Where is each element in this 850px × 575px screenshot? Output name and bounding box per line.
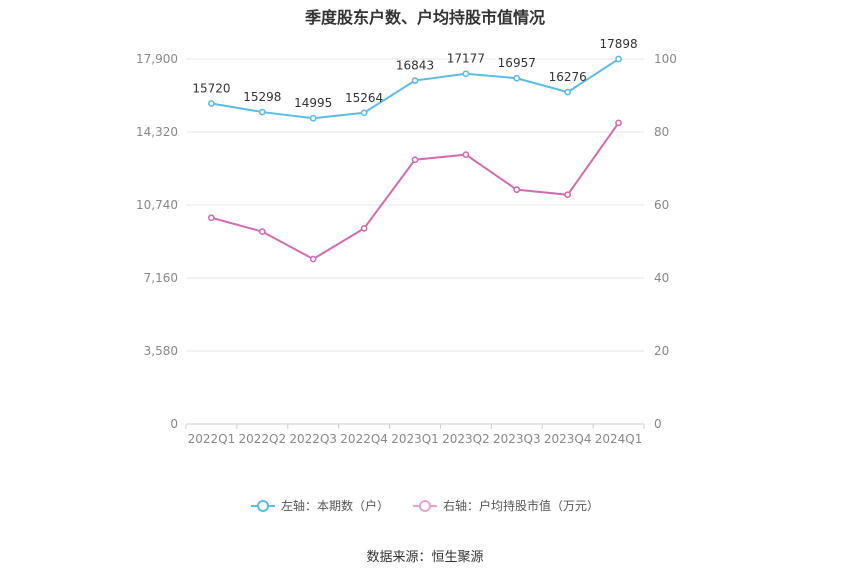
- left-series-point: [411, 77, 419, 84]
- x-tick-label: 2023Q3: [493, 432, 541, 446]
- left-series-point: [309, 114, 317, 122]
- x-tick-label: 2022Q3: [289, 432, 337, 446]
- legend-right-marker-icon: [413, 499, 437, 512]
- left-series-point: [564, 88, 572, 96]
- right-tick-label: 40: [654, 271, 669, 285]
- data-label: 14995: [294, 96, 332, 110]
- legend-left-label: 左轴：本期数（户）: [280, 499, 389, 513]
- legend-left-marker-icon: [250, 499, 275, 512]
- legend-item-right-series[interactable]: 右轴：户均持股市值（万元）: [413, 497, 599, 514]
- left-tick-label: 17,900: [136, 52, 178, 66]
- left-series-point: [462, 70, 470, 78]
- left-series-point: [615, 55, 622, 63]
- left-tick-label: 7,160: [144, 271, 178, 285]
- right-series-line: [211, 122, 620, 261]
- right-series-point: [309, 255, 317, 263]
- x-tick-label: 2023Q2: [442, 432, 490, 446]
- legend-right-label: 右轴：户均持股市值（万元）: [443, 499, 600, 513]
- right-tick-label: 0: [654, 417, 662, 431]
- left-series-point: [258, 108, 266, 116]
- right-series-point: [564, 191, 572, 199]
- data-label: 16957: [498, 56, 536, 70]
- left-tick-label: 10,740: [136, 198, 178, 212]
- right-series-point: [615, 119, 622, 127]
- left-tick-label: 0: [170, 417, 178, 431]
- left-series-point: [208, 100, 215, 107]
- x-tick-label: 2022Q1: [188, 432, 236, 446]
- right-series-point: [411, 156, 419, 164]
- chart-title: 季度股东户数、户均持股市值情况: [304, 8, 545, 27]
- right-series-point: [360, 224, 368, 232]
- x-tick-label: 2023Q4: [544, 432, 592, 446]
- left-tick-label: 14,320: [136, 125, 178, 139]
- data-label: 17898: [599, 37, 637, 51]
- right-tick-label: 20: [654, 344, 669, 358]
- right-series-point: [258, 228, 266, 236]
- data-label: 16276: [549, 70, 587, 84]
- left-tick-label: 3,580: [144, 344, 178, 358]
- data-label: 15264: [345, 91, 383, 105]
- right-tick-label: 100: [654, 52, 677, 66]
- right-series-point: [462, 151, 470, 159]
- legend: 左轴：本期数（户） 右轴：户均持股市值（万元）: [0, 497, 850, 514]
- data-label: 15720: [192, 81, 230, 95]
- data-label: 17177: [447, 52, 485, 66]
- left-series-point: [513, 74, 521, 82]
- x-tick-label: 2024Q1: [595, 432, 643, 446]
- right-tick-label: 80: [654, 125, 669, 139]
- x-tick-label: 2022Q2: [239, 432, 287, 446]
- source-note: 数据来源：恒生聚源: [366, 550, 484, 565]
- data-label: 16843: [396, 59, 434, 73]
- legend-item-left-series[interactable]: 左轴：本期数（户）: [250, 497, 389, 514]
- left-series-point: [360, 109, 368, 117]
- x-tick-label: 2022Q4: [340, 432, 388, 446]
- right-series-point: [208, 214, 215, 222]
- data-label: 15298: [243, 90, 281, 104]
- right-series-point: [513, 186, 521, 194]
- x-tick-label: 2023Q1: [391, 432, 439, 446]
- right-tick-label: 60: [654, 198, 669, 212]
